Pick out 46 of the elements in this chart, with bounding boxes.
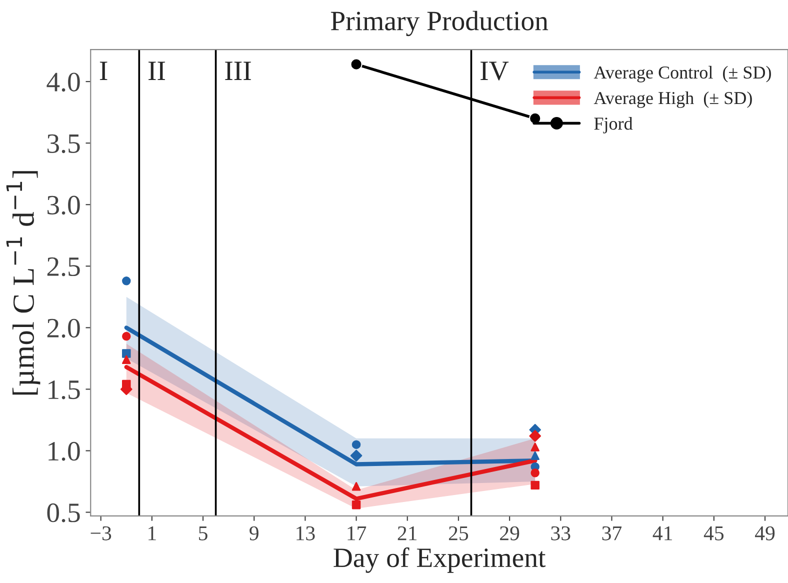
legend-label: Average Control (± SD)	[594, 66, 771, 82]
y-tick-label: 3.0	[48, 196, 80, 215]
point	[350, 58, 362, 70]
point	[530, 451, 540, 460]
y-tick-label: 2.5	[47, 257, 80, 276]
y-tick-label: 0.5	[47, 503, 80, 522]
x-tick-label: 1	[148, 526, 156, 540]
y-axis-title: [µmol C L$^{−1}$ d$^{−1}$]	[6, 171, 40, 395]
point	[122, 276, 131, 286]
point	[350, 450, 362, 462]
x-tick-label: 13	[296, 526, 315, 540]
annotation: II	[148, 62, 166, 80]
x-tick-label: 25	[448, 526, 468, 540]
point	[530, 468, 540, 478]
legend-label: Average High (± SD)	[594, 91, 752, 108]
y-tick-label: 1.0	[48, 442, 80, 461]
annotation: IV	[480, 62, 509, 80]
point	[352, 500, 361, 510]
y-tick-label: 1.5	[48, 380, 80, 400]
y-tick-label: 3.5	[48, 134, 80, 154]
point	[122, 349, 131, 358]
x-tick-label: 49	[755, 526, 775, 540]
x-axis-title: Day of Experiment	[334, 547, 546, 573]
x-tick-label: 5	[199, 526, 208, 540]
annotation: III	[225, 62, 251, 80]
x-tick-label: 37	[602, 526, 622, 540]
point	[352, 482, 361, 491]
x-tick-label: 9	[250, 526, 258, 540]
y-tick-label: 2.0	[47, 318, 80, 338]
x-tick-label: 45	[704, 526, 724, 540]
x-tick-label: 41	[652, 526, 672, 540]
point	[122, 355, 131, 364]
chart-title: Primary Production	[330, 10, 548, 36]
x-tick-label: 17	[348, 526, 366, 540]
x-tick-label: 29	[500, 526, 520, 540]
point	[122, 332, 131, 341]
x-tick-label: 21	[398, 526, 417, 540]
point	[529, 430, 541, 442]
point	[352, 440, 361, 449]
point	[530, 442, 540, 452]
legend-label: Fjord	[594, 117, 633, 134]
annotation: I	[100, 62, 108, 80]
point	[530, 480, 540, 490]
y-tick-label: 4.0	[46, 72, 80, 92]
x-tick-label: −3	[90, 526, 112, 540]
x-tick-label: 33	[551, 526, 570, 540]
